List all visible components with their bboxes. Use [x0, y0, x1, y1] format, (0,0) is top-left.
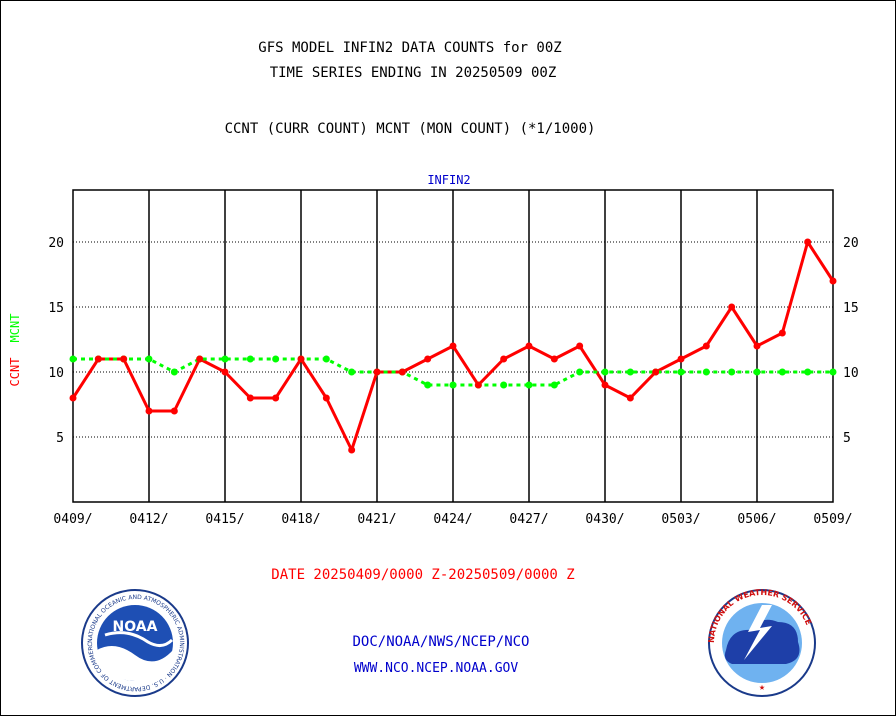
data-point-ccnt	[69, 394, 77, 402]
y-tick-label-left: 5	[56, 431, 64, 446]
y-axis-label-ccnt: CCNT	[8, 358, 22, 387]
data-point-ccnt	[601, 381, 609, 389]
data-point-mcnt	[449, 381, 457, 389]
x-tick-label: 0430/	[585, 512, 624, 527]
chart-title-line1: GFS MODEL INFIN2 DATA COUNTS for 00Z	[258, 40, 561, 56]
data-point-mcnt	[702, 368, 710, 376]
x-tick-label: 0409/	[53, 512, 92, 527]
data-point-ccnt	[677, 355, 685, 363]
data-point-ccnt	[804, 238, 812, 246]
data-point-mcnt	[525, 381, 533, 389]
data-point-ccnt	[246, 394, 254, 402]
data-point-mcnt	[728, 368, 736, 376]
nws-logo: NATIONAL WEATHER SERVICE ★	[707, 588, 816, 697]
data-point-mcnt	[145, 355, 153, 363]
noaa-logo-text: NOAA	[113, 619, 158, 635]
svg-text:NATIONAL OCEANIC AND ATMOSPHER: NATIONAL OCEANIC AND ATMOSPHERIC ADMINIS…	[0, 0, 185, 692]
data-point-ccnt	[525, 342, 533, 350]
chart-subtitle: CCNT (CURR COUNT) MCNT (MON COUNT) (*1/1…	[225, 121, 596, 137]
x-tick-label: 0506/	[737, 512, 776, 527]
data-point-ccnt	[322, 394, 330, 402]
noaa-logo: NOAA NATIONAL OCEANIC AND ATMOSPHERIC AD…	[0, 0, 189, 697]
chart-title-line2: TIME SERIES ENDING IN 20250509 00Z	[270, 65, 557, 81]
x-tick-label: 0503/	[661, 512, 700, 527]
data-point-ccnt	[170, 407, 178, 415]
data-point-ccnt	[221, 368, 229, 376]
y-tick-label-right: 20	[843, 236, 859, 251]
panel-label: INFIN2	[427, 173, 470, 187]
data-point-mcnt	[677, 368, 685, 376]
y-tick-label-left: 15	[48, 301, 64, 316]
date-range-label: DATE 20250409/0000 Z-20250509/0000 Z	[271, 567, 574, 583]
data-point-mcnt	[322, 355, 330, 363]
data-point-mcnt	[500, 381, 508, 389]
data-point-ccnt	[753, 342, 761, 350]
data-point-mcnt	[424, 381, 432, 389]
data-point-ccnt	[373, 368, 381, 376]
y-axis-label-mcnt: MCNT	[8, 314, 22, 343]
data-point-mcnt	[272, 355, 280, 363]
data-point-ccnt	[120, 355, 128, 363]
data-point-ccnt	[474, 381, 482, 389]
data-point-mcnt	[170, 368, 178, 376]
data-point-mcnt	[829, 368, 837, 376]
data-point-ccnt	[272, 394, 280, 402]
y-tick-label-right: 10	[843, 366, 859, 381]
data-point-ccnt	[702, 342, 710, 350]
data-point-mcnt	[753, 368, 761, 376]
data-point-mcnt	[778, 368, 786, 376]
data-point-mcnt	[221, 355, 229, 363]
data-point-mcnt	[601, 368, 609, 376]
y-tick-label-right: 15	[843, 301, 859, 316]
data-point-ccnt	[297, 355, 305, 363]
data-point-ccnt	[728, 303, 736, 311]
data-point-ccnt	[652, 368, 660, 376]
data-point-ccnt	[778, 329, 786, 337]
data-point-ccnt	[94, 355, 102, 363]
org-line: DOC/NOAA/NWS/NCEP/NCO	[352, 634, 529, 650]
y-tick-label-left: 20	[48, 236, 64, 251]
x-tick-label: 0424/	[433, 512, 472, 527]
y-tick-label-right: 5	[843, 431, 851, 446]
data-point-mcnt	[576, 368, 584, 376]
data-point-ccnt	[550, 355, 558, 363]
data-point-ccnt	[449, 342, 457, 350]
data-point-ccnt	[196, 355, 204, 363]
data-point-ccnt	[398, 368, 406, 376]
data-point-mcnt	[69, 355, 77, 363]
noaa-ring-text: NATIONAL OCEANIC AND ATMOSPHERIC ADMINIS…	[0, 0, 185, 692]
data-point-ccnt	[576, 342, 584, 350]
url-line[interactable]: WWW.NCO.NCEP.NOAA.GOV	[354, 661, 519, 676]
data-point-mcnt	[348, 368, 356, 376]
data-point-ccnt	[145, 407, 153, 415]
x-tick-label: 0418/	[281, 512, 320, 527]
x-tick-label: 0421/	[357, 512, 396, 527]
data-point-ccnt	[500, 355, 508, 363]
star-icon: ★	[759, 682, 765, 693]
x-tick-label: 0427/	[509, 512, 548, 527]
data-point-mcnt	[804, 368, 812, 376]
x-tick-label: 0509/	[813, 512, 852, 527]
x-tick-label: 0415/	[205, 512, 244, 527]
x-tick-label: 0412/	[129, 512, 168, 527]
y-tick-label-left: 10	[48, 366, 64, 381]
data-point-ccnt	[424, 355, 432, 363]
data-point-ccnt	[626, 394, 634, 402]
data-point-ccnt	[829, 277, 837, 285]
data-point-mcnt	[626, 368, 634, 376]
data-point-mcnt	[550, 381, 558, 389]
data-point-mcnt	[246, 355, 254, 363]
data-point-ccnt	[348, 446, 356, 454]
plot-area: 5 5 10 10 15 15 20 20 0409/0412/0415/0418/0421/0…	[48, 189, 859, 527]
